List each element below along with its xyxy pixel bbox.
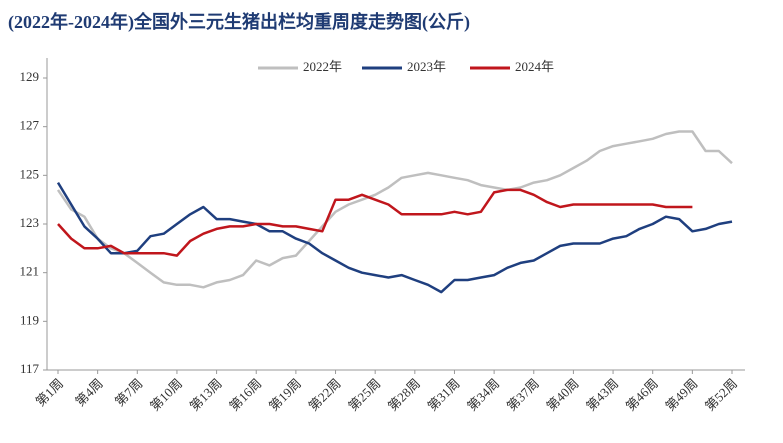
y-tick-label: 125 [20,166,40,181]
x-tick-label: 第4周 [72,376,106,410]
series-line [56,130,733,289]
x-tick-label: 第13周 [187,376,225,414]
x-tick-label: 第19周 [266,376,304,414]
x-tick-label: 第10周 [147,376,185,414]
x-tick-label: 第31周 [425,376,463,414]
x-tick-label: 第16周 [226,376,264,414]
x-tick-label: 第43周 [583,376,621,414]
series-line [56,181,733,294]
y-tick-label: 119 [20,312,39,327]
x-tick-label: 第22周 [306,376,344,414]
x-tick-label: 第37周 [504,376,542,414]
x-tick-label: 第49周 [662,376,700,414]
x-tick-label: 第46周 [623,376,661,414]
legend-label: 2023年 [407,59,446,74]
x-tick-label: 第25周 [345,376,383,414]
x-tick-label: 第34周 [464,376,502,414]
chart-title: (2022年-2024年)全国外三元生猪出栏均重周度走势图(公斤) [8,11,470,33]
y-tick-label: 117 [20,361,40,376]
y-tick-label: 127 [20,118,40,133]
y-tick-label: 123 [20,215,40,230]
x-tick-label: 第7周 [112,376,146,410]
y-tick-label: 121 [20,264,40,279]
x-tick-label: 第28周 [385,376,423,414]
legend-label: 2024年 [515,59,554,74]
x-tick-label: 第40周 [543,376,581,414]
series-line [57,188,693,257]
y-tick-label: 129 [20,69,40,84]
legend-label: 2022年 [303,59,342,74]
x-tick-label: 第52周 [702,376,740,414]
x-tick-label: 第1周 [33,376,67,410]
